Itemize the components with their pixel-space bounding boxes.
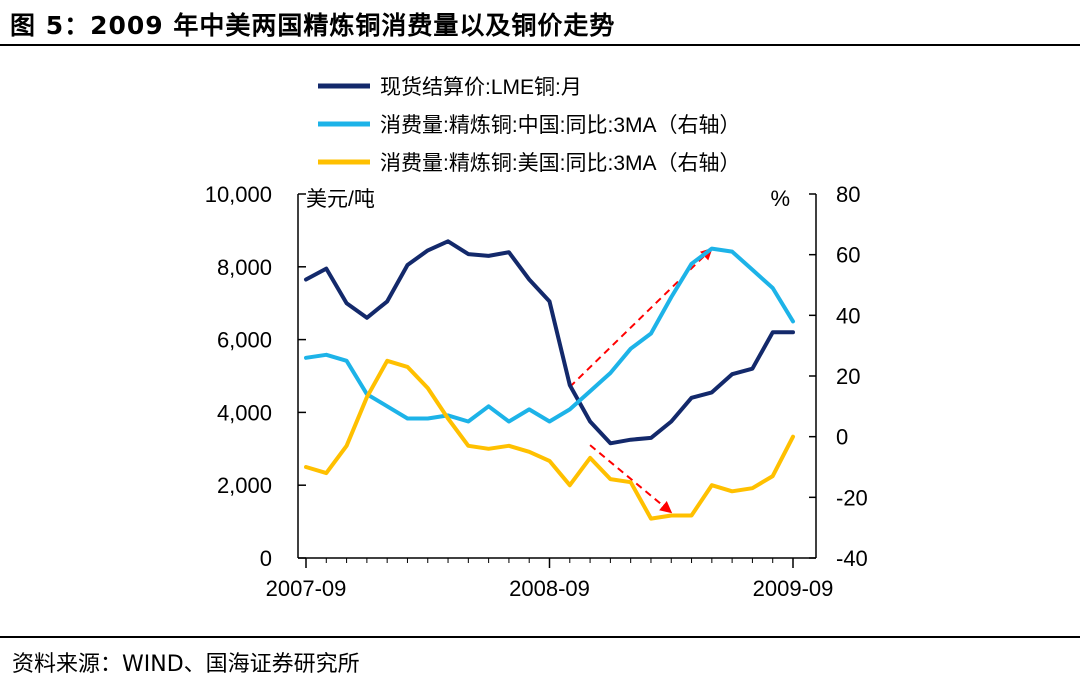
- series-line-china: [304, 246, 795, 424]
- trend-arrow: [569, 247, 713, 388]
- left-axis-tick-label: 0: [260, 546, 272, 571]
- series-lines: [304, 239, 795, 521]
- right-axis-tick-label: 60: [836, 243, 860, 268]
- right-axis-tick-label: -20: [836, 485, 868, 510]
- x-axis-tick-label: 2009-09: [753, 576, 834, 601]
- source-divider: [0, 636, 1080, 638]
- left-axis-tick-label: 4,000: [217, 400, 272, 425]
- left-axis-tick-label: 6,000: [217, 328, 272, 353]
- chart-title: 图 5：2009 年中美两国精炼铜消费量以及铜价走势: [10, 11, 616, 40]
- right-axis-tick-label: 0: [836, 425, 848, 450]
- right-axis-tick-label: -40: [836, 546, 868, 571]
- legend-label: 消费量:精炼铜:中国:同比:3MA（右轴）: [380, 114, 741, 137]
- left-axis-unit: 美元/吨: [306, 188, 375, 211]
- legend-label: 消费量:精炼铜:美国:同比:3MA（右轴）: [380, 152, 741, 175]
- right-axis-unit: %: [770, 186, 790, 211]
- right-axis-tick-label: 20: [836, 364, 860, 389]
- legend-label: 现货结算价:LME铜:月: [380, 76, 582, 99]
- x-axis-tick-label: 2008-09: [509, 576, 590, 601]
- left-axis-tick-label: 10,000: [205, 182, 272, 207]
- series-line-lme: [304, 239, 795, 446]
- source-note: 资料来源：WIND、国海证券研究所: [12, 652, 360, 677]
- right-axis-tick-label: 80: [836, 182, 860, 207]
- left-axis-tick-label: 8,000: [217, 255, 272, 280]
- left-axis-tick-label: 2,000: [217, 473, 272, 498]
- title-divider: [0, 44, 1080, 46]
- axes: 0 2,000 4,000 6,000 8,000 10,000 美元/吨 -40 -20 0 20…: [205, 182, 868, 601]
- x-axis-tick-label: 2007-09: [266, 576, 347, 601]
- annotations: [569, 247, 713, 514]
- series-line-us: [304, 358, 795, 521]
- right-axis-tick-label: 40: [836, 303, 860, 328]
- trend-arrow: [589, 444, 673, 514]
